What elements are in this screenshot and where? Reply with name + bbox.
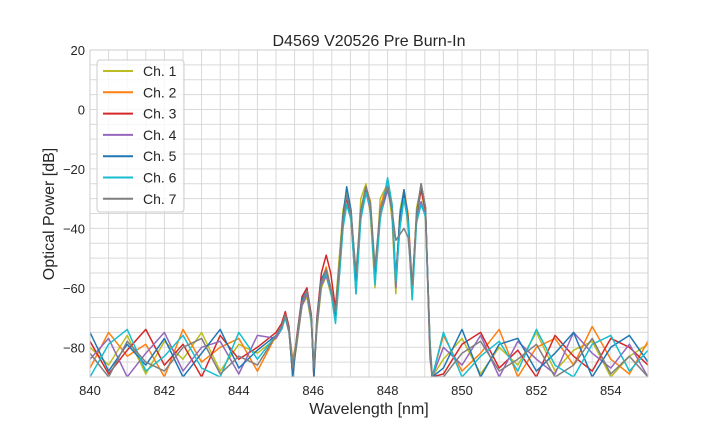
x-tick-label: 840 xyxy=(79,383,101,398)
x-tick-label: 842 xyxy=(154,383,176,398)
y-tick-label: −40 xyxy=(63,221,85,236)
x-axis-label: Wavelength [nm] xyxy=(309,401,428,418)
legend-label: Ch. 1 xyxy=(143,63,177,79)
legend-label: Ch. 6 xyxy=(143,170,177,186)
series-line-ch6 xyxy=(90,177,648,377)
y-axis-label: Optical Power [dB] xyxy=(41,148,58,281)
y-tick-label: −80 xyxy=(63,340,85,355)
x-tick-label: 846 xyxy=(302,383,324,398)
y-tick-labels: 20 0 −20 −40 −60 −80 xyxy=(63,43,85,355)
plot-lines xyxy=(90,177,648,377)
chart-title: D4569 V20526 Pre Burn-In xyxy=(272,33,465,50)
x-tick-label: 854 xyxy=(600,383,622,398)
x-tick-label: 850 xyxy=(451,383,473,398)
legend-label: Ch. 2 xyxy=(143,84,177,100)
legend-box xyxy=(96,59,185,213)
x-tick-labels: 840 842 844 846 848 850 852 854 xyxy=(79,383,622,398)
y-tick-label: −60 xyxy=(63,281,85,296)
legend: Ch. 1 Ch. 2 Ch. 3 Ch. 4 Ch. 5 Ch. 6 Ch. 7 xyxy=(96,59,185,213)
legend-label: Ch. 3 xyxy=(143,106,177,122)
series-line-ch5 xyxy=(90,183,648,377)
y-tick-label: 20 xyxy=(71,43,85,58)
legend-label: Ch. 4 xyxy=(143,127,177,143)
y-tick-label: 0 xyxy=(78,102,85,117)
y-tick-label: −20 xyxy=(63,162,85,177)
legend-label: Ch. 5 xyxy=(143,148,177,164)
series-line-ch7 xyxy=(90,183,648,377)
plot-frame xyxy=(89,49,649,378)
x-tick-label: 848 xyxy=(377,383,399,398)
legend-label: Ch. 7 xyxy=(143,191,177,207)
x-tick-label: 844 xyxy=(228,383,250,398)
x-tick-label: 852 xyxy=(526,383,548,398)
